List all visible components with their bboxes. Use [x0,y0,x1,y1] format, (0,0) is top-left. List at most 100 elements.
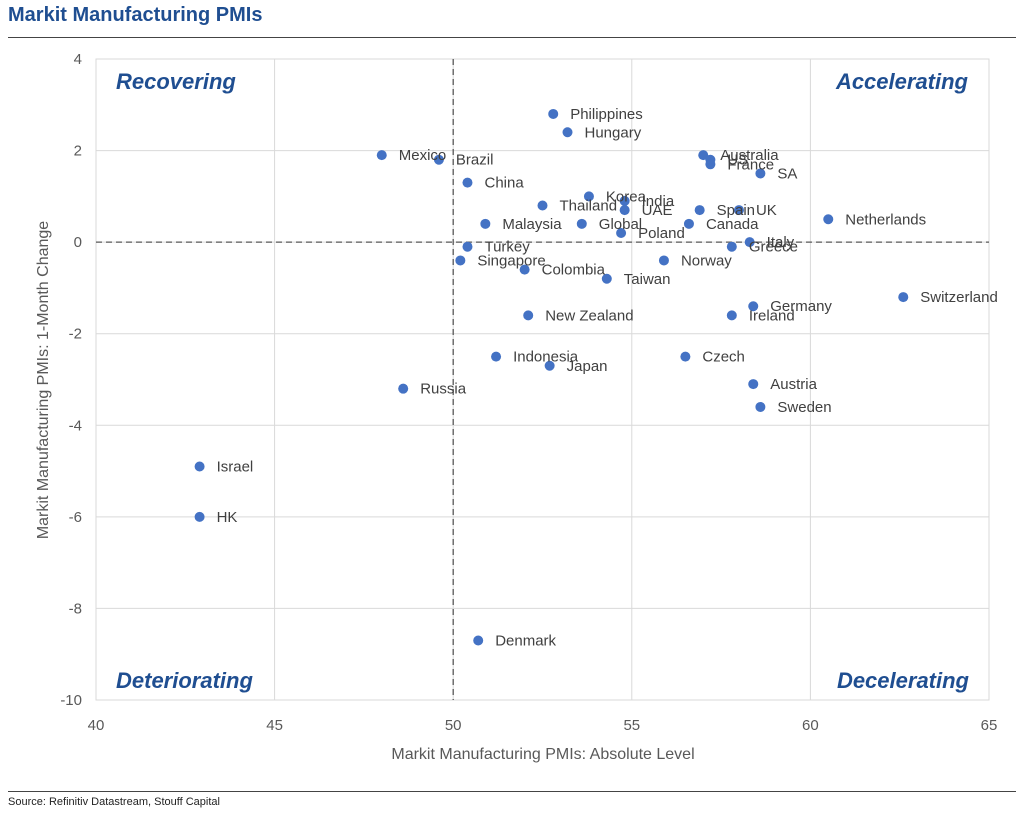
data-point [583,191,594,202]
data-point [755,168,766,179]
data-point [616,227,627,238]
point-label: Hungary [585,124,642,141]
data-point [601,273,612,284]
data-point [748,379,759,390]
x-tick-label: 45 [266,717,283,734]
data-point [376,150,387,161]
data-points [194,108,909,646]
data-point [576,218,587,229]
data-point [473,635,484,646]
point-label: China [484,175,524,192]
point-label: Turkey [484,239,530,256]
data-point [398,383,409,394]
point-label: Switzerland [920,289,998,306]
data-point [194,461,205,472]
x-tick-label: 60 [802,717,819,734]
point-label: Colombia [542,262,606,279]
x-tick-label: 55 [623,717,640,734]
reference-lines [96,59,989,700]
point-label: Mexico [399,147,447,164]
quadrant-label-accelerating: Accelerating [835,69,969,94]
data-point [548,108,559,119]
point-label: HK [217,509,238,526]
point-label: Brazil [456,152,494,169]
point-label: Korea [606,188,647,205]
data-point [755,401,766,412]
data-point [462,177,473,188]
point-label: Czech [702,349,745,366]
point-label: Global [599,216,642,233]
point-label: UK [756,202,777,219]
y-tick-label: -6 [69,509,82,526]
point-label: New Zealand [545,307,633,324]
data-point [619,195,630,206]
page-title: Markit Manufacturing PMIs [8,4,263,26]
data-point [705,159,716,170]
y-tick-label: 4 [74,51,82,68]
source-divider [8,791,1016,792]
point-label: Russia [420,381,467,398]
data-point [680,351,691,362]
data-point [658,255,669,266]
y-axis-title: Markit Manufacturing PMIs: 1-Month Chang… [35,221,52,539]
data-point [748,301,759,312]
data-point [823,214,834,225]
quadrant-label-decelerating: Decelerating [837,668,970,693]
point-label: Austria [770,376,817,393]
point-label: Germany [770,298,832,315]
data-point [726,310,737,321]
point-label: Sweden [777,399,831,416]
title-divider [8,37,1016,38]
y-tick-label: 2 [74,143,82,160]
data-point [733,205,744,216]
data-point [491,351,502,362]
point-label: Israel [217,458,254,475]
x-tick-label: 40 [88,717,105,734]
point-label: Canada [706,216,759,233]
data-point [562,127,573,138]
x-axis-title: Markit Manufacturing PMIs: Absolute Leve… [391,746,694,763]
x-tick-label: 50 [445,717,462,734]
point-label: Netherlands [845,211,926,228]
data-point [194,511,205,522]
data-point [455,255,466,266]
plot-area [95,58,990,701]
point-label: Australia [720,147,779,164]
data-point [619,205,630,216]
x-tick-label: 65 [981,717,998,734]
data-point [898,292,909,303]
data-point [683,218,694,229]
data-point [726,241,737,252]
point-label: Thailand [560,198,618,215]
data-point [537,200,548,211]
data-point [744,237,755,248]
data-point [480,218,491,229]
x-tick-labels: 40 45 50 55 60 65 [88,717,998,734]
y-tick-labels: -10 -8 -6 -4 -2 0 2 4 [60,51,82,709]
point-label: Norway [681,252,732,269]
quadrant-label-deteriorating: Deteriorating [116,668,253,693]
point-label: Greece [749,239,798,256]
point-label: Ireland [749,307,795,324]
data-point [519,264,530,275]
data-point [698,150,709,161]
point-label: Malaysia [502,216,562,233]
y-tick-label: -8 [69,600,82,617]
point-label: Singapore [477,252,545,269]
data-point [544,360,555,371]
data-point [462,241,473,252]
point-label: Philippines [570,106,643,123]
point-label: Japan [567,358,608,375]
y-tick-label: -10 [60,692,82,709]
data-point [433,154,444,165]
point-label: France [727,156,774,173]
point-label: SA [777,165,797,182]
y-tick-label: -2 [69,326,82,343]
point-label: Taiwan [624,271,671,288]
data-point [694,205,705,216]
quadrant-label-recovering: Recovering [116,69,236,94]
point-label: Denmark [495,632,556,649]
source-note: Source: Refinitiv Datastream, Stouff Cap… [8,796,220,808]
